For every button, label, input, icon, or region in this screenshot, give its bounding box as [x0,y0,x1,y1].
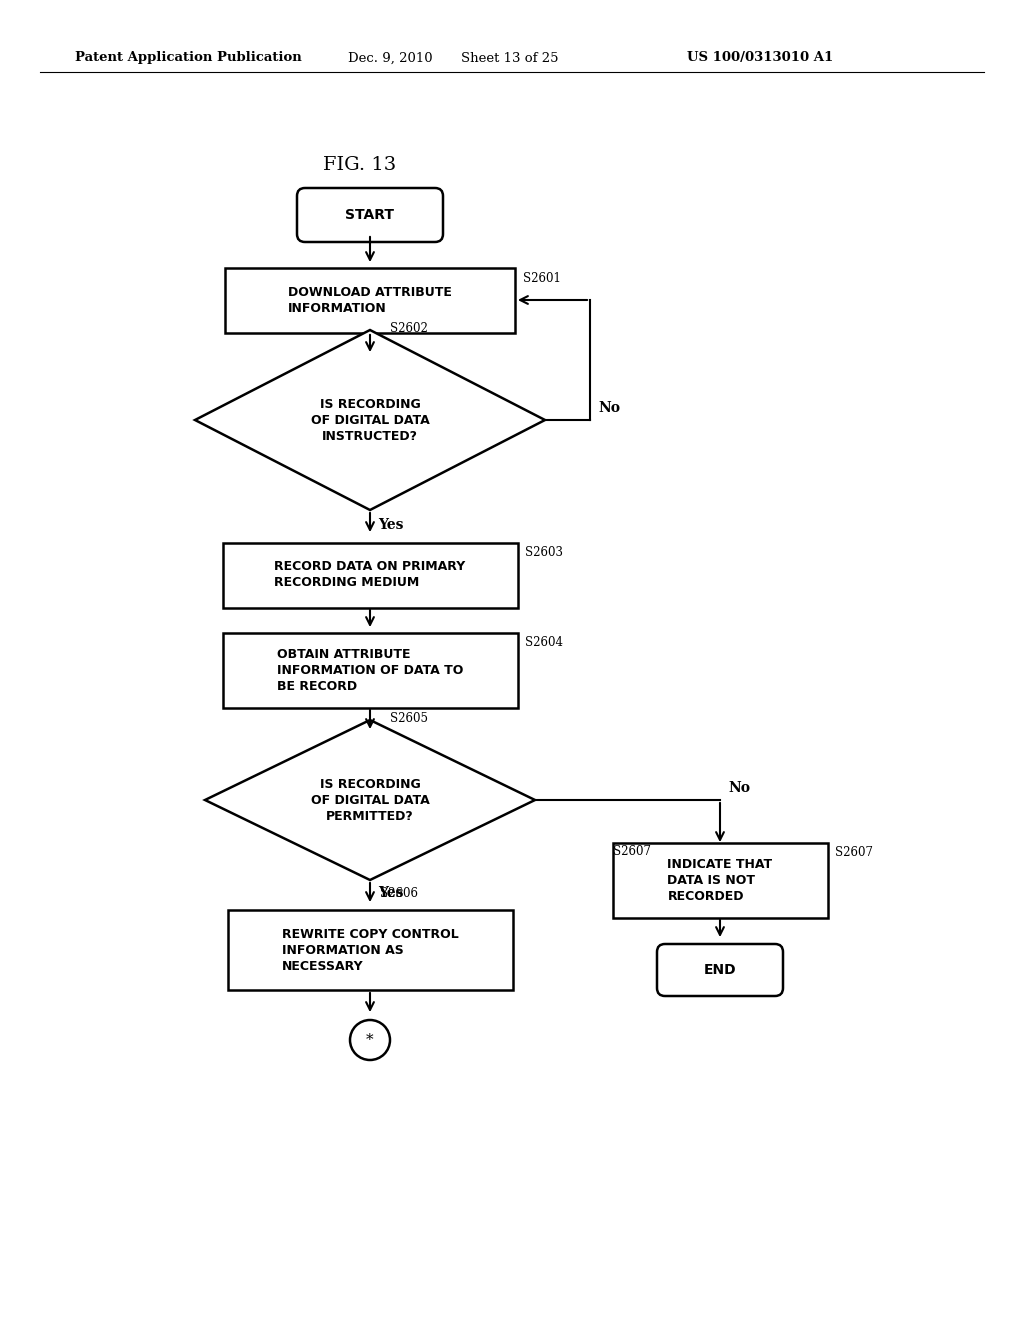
Text: S2604: S2604 [525,636,563,649]
Text: S2606: S2606 [380,887,418,900]
Text: US 100/0313010 A1: US 100/0313010 A1 [687,51,834,65]
Text: *: * [367,1034,374,1047]
Text: REWRITE COPY CONTROL
INFORMATION AS
NECESSARY: REWRITE COPY CONTROL INFORMATION AS NECE… [282,928,459,973]
Text: END: END [703,964,736,977]
Text: IS RECORDING
OF DIGITAL DATA
PERMITTED?: IS RECORDING OF DIGITAL DATA PERMITTED? [310,777,429,822]
Bar [227,909,512,990]
Text: DOWNLOAD ATTRIBUTE
INFORMATION: DOWNLOAD ATTRIBUTE INFORMATION [288,285,452,314]
Bar [222,632,517,708]
Bar [612,842,827,917]
Text: OBTAIN ATTRIBUTE
INFORMATION OF DATA TO
BE RECORD: OBTAIN ATTRIBUTE INFORMATION OF DATA TO … [276,648,463,693]
Text: Patent Application Publication: Patent Application Publication [75,51,302,65]
Polygon shape [205,719,535,880]
FancyBboxPatch shape [657,944,783,997]
Text: INDICATE THAT
DATA IS NOT
RECORDED: INDICATE THAT DATA IS NOT RECORDED [668,858,772,903]
Text: START: START [345,209,394,222]
Text: S2605: S2605 [390,711,428,725]
FancyBboxPatch shape [297,187,443,242]
Text: Dec. 9, 2010: Dec. 9, 2010 [348,51,432,65]
Text: S2607: S2607 [613,845,651,858]
Circle shape [350,1020,390,1060]
Text: S2602: S2602 [390,322,428,335]
Polygon shape [195,330,545,510]
Text: Yes: Yes [378,517,403,532]
Bar [225,268,515,333]
Text: Sheet 13 of 25: Sheet 13 of 25 [461,51,559,65]
Text: FIG. 13: FIG. 13 [324,156,396,174]
Text: S2607: S2607 [836,846,873,859]
Text: RECORD DATA ON PRIMARY
RECORDING MEDIUM: RECORD DATA ON PRIMARY RECORDING MEDIUM [274,561,466,590]
Text: IS RECORDING
OF DIGITAL DATA
INSTRUCTED?: IS RECORDING OF DIGITAL DATA INSTRUCTED? [310,397,429,442]
Text: S2603: S2603 [525,546,563,560]
Bar [222,543,517,607]
Text: No: No [728,781,750,795]
Text: No: No [598,401,620,414]
Text: S2601: S2601 [523,272,561,285]
Text: Yes: Yes [378,886,403,900]
